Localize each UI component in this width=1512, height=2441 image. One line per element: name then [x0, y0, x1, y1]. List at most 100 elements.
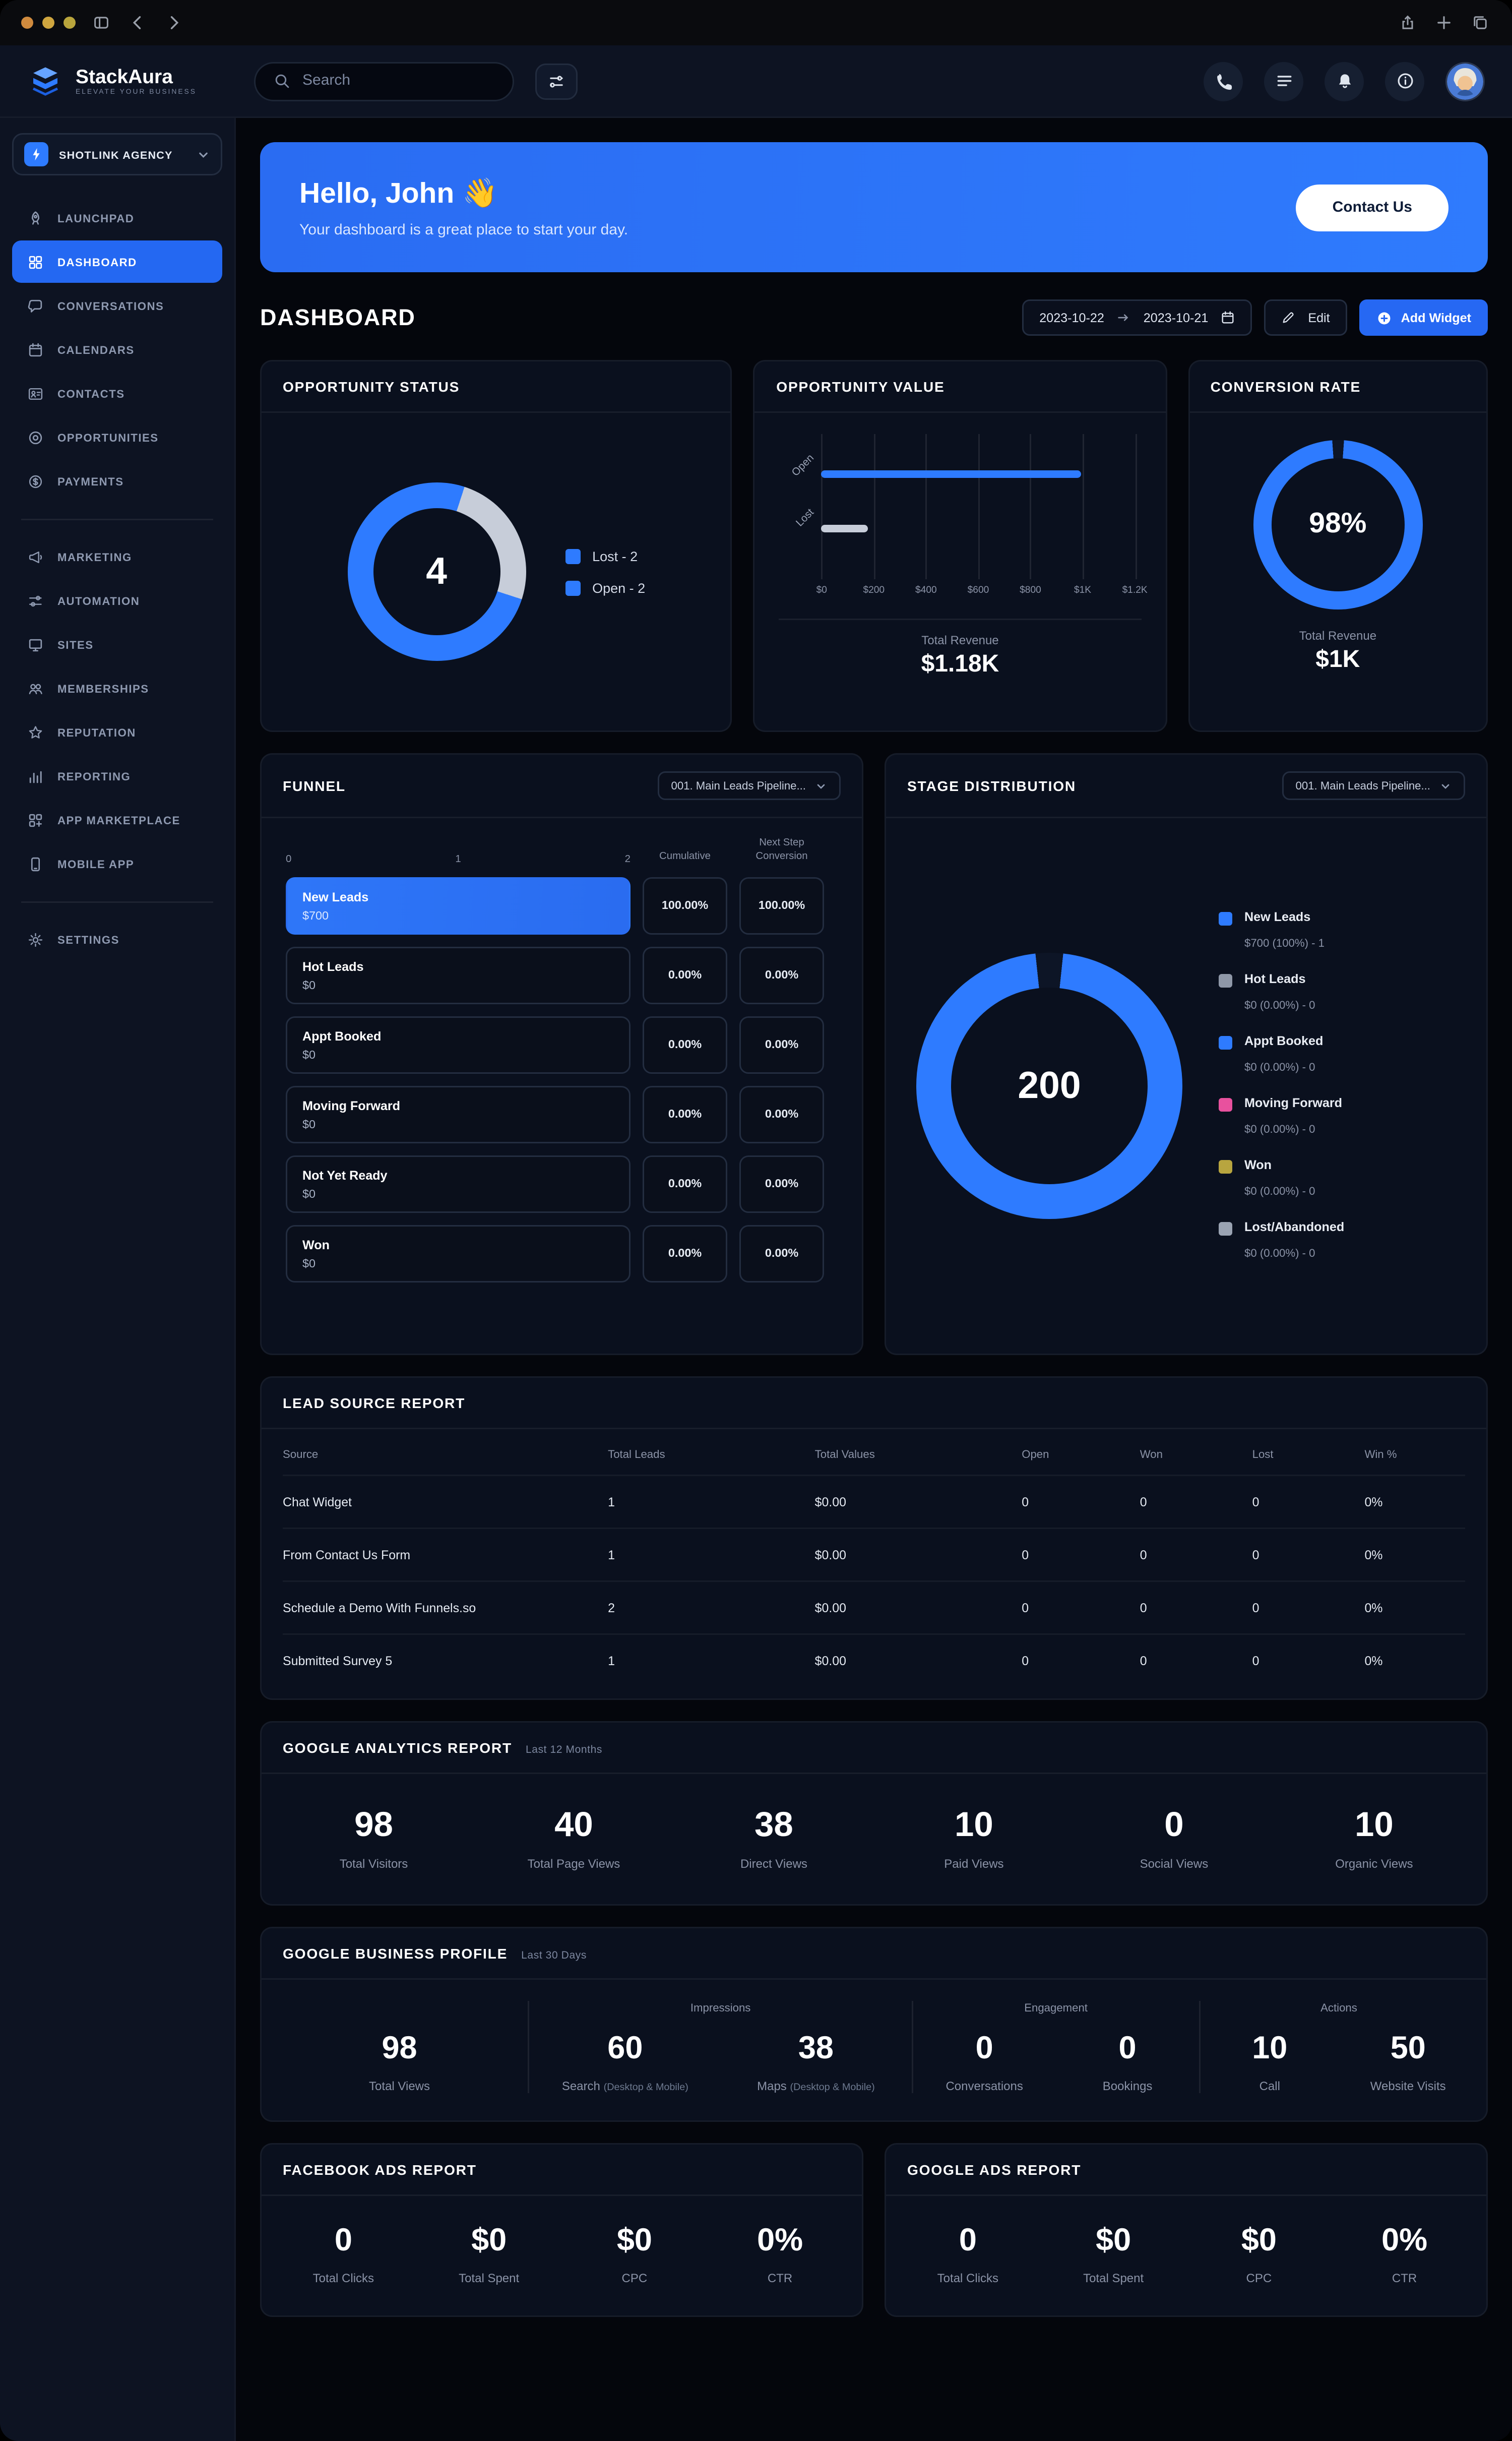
sidebar: SHOTLINK AGENCY LAUNCHPAD DASHBOARD CONV… — [0, 118, 236, 2441]
tick-label: $800 — [1020, 585, 1041, 596]
sidebar-item-conversations[interactable]: CONVERSATIONS — [12, 284, 222, 327]
legend-swatch — [1219, 1035, 1232, 1049]
stage-name: Hot Leads — [302, 958, 364, 973]
funnel-stage-moving-forward[interactable]: Moving Forward $0 — [286, 1085, 631, 1143]
greeting-banner: Hello, John 👋 Your dashboard is a great … — [260, 142, 1488, 272]
cell: 0 — [1252, 1600, 1259, 1615]
stage-pipeline-select[interactable]: 001. Main Leads Pipeline... — [1282, 771, 1465, 800]
stage-name: Appt Booked — [302, 1027, 382, 1043]
next-step-chip: 0.00% — [739, 1224, 824, 1282]
stat: 38 Direct Views — [674, 1804, 874, 1871]
dashboard-toolbar: DASHBOARD 2023-10-22 2023-10-21 Edit — [260, 299, 1488, 336]
share-icon[interactable] — [1397, 12, 1418, 33]
sidebar-item-marketing[interactable]: MARKETING — [12, 535, 222, 578]
stat: 60 Search (Desktop & Mobile) — [530, 2031, 721, 2093]
phone-button[interactable] — [1204, 61, 1243, 101]
traffic-light-zoom[interactable] — [64, 17, 76, 29]
add-widget-button[interactable]: Add Widget — [1358, 299, 1488, 336]
cell: 0% — [1364, 1494, 1383, 1509]
agency-selector[interactable]: SHOTLINK AGENCY — [12, 133, 222, 175]
table-row: Submitted Survey 5 1 $0.00 0 0 0 0% — [283, 1633, 1465, 1686]
legend-swatch — [1219, 1159, 1232, 1173]
stat-label: Total Clicks — [937, 2272, 999, 2285]
legend-label: Open - 2 — [592, 580, 646, 595]
funnel-pipeline-select[interactable]: 001. Main Leads Pipeline... — [657, 771, 841, 800]
date-to[interactable]: 2023-10-21 — [1143, 310, 1209, 325]
card-title: GOOGLE BUSINESS PROFILE — [283, 1945, 508, 1962]
opportunity-value-chart: Open Lost — [791, 434, 1137, 579]
sidebar-item-reputation[interactable]: REPUTATION — [12, 711, 222, 753]
sidebar-item-contacts[interactable]: CONTACTS — [12, 372, 222, 414]
legend-item: Lost/Abandoned $0 (0.00%) - 0 — [1219, 1218, 1456, 1264]
tick-label: $200 — [863, 585, 885, 596]
cell: 0 — [1140, 1653, 1147, 1668]
brand[interactable]: StackAura ELEVATE YOUR BUSINESS — [27, 63, 215, 99]
forward-icon[interactable] — [163, 12, 184, 33]
cell: 0 — [1140, 1600, 1147, 1615]
sidebar-item-sites[interactable]: SITES — [12, 623, 222, 665]
contact-us-button[interactable]: Contact Us — [1296, 184, 1448, 231]
edit-button[interactable]: Edit — [1264, 299, 1347, 336]
legend-swatch — [565, 548, 581, 564]
search-bar[interactable] — [254, 61, 514, 101]
conversion-rate-ring: 98% — [1253, 440, 1423, 609]
sidebar-item-memberships[interactable]: MEMBERSHIPS — [12, 667, 222, 709]
table-row: From Contact Us Form 1 $0.00 0 0 0 0% — [283, 1528, 1465, 1580]
stat-value: $0 — [1096, 2223, 1131, 2258]
stat: $0 CPC — [1186, 2223, 1332, 2285]
back-icon[interactable] — [127, 12, 148, 33]
stat-value: 0 — [975, 2031, 993, 2066]
traffic-light-close[interactable] — [21, 17, 33, 29]
legend-item: Open - 2 — [565, 580, 645, 595]
cell: Submitted Survey 5 — [283, 1653, 393, 1668]
sidebar-item-app-marketplace[interactable]: APP MARKETPLACE — [12, 799, 222, 841]
sidebar-item-automation[interactable]: AUTOMATION — [12, 579, 222, 622]
new-tab-icon[interactable] — [1433, 12, 1455, 33]
avatar[interactable] — [1445, 61, 1485, 101]
sidebar-item-label: CALENDARS — [57, 342, 135, 356]
sidebar-item-settings[interactable]: SETTINGS — [12, 918, 222, 960]
cell: 1 — [608, 1494, 615, 1509]
sidebar-toggle-icon[interactable] — [91, 12, 112, 33]
date-from[interactable]: 2023-10-22 — [1039, 310, 1104, 325]
funnel-stage-appt-booked[interactable]: Appt Booked $0 — [286, 1015, 631, 1073]
card-title: OPPORTUNITY VALUE — [776, 378, 945, 395]
notifications-button[interactable] — [1325, 61, 1364, 101]
cumulative-chip: 0.00% — [643, 1154, 727, 1212]
axis-tick: 0 — [286, 853, 292, 865]
funnel-stage-hot-leads[interactable]: Hot Leads $0 — [286, 946, 631, 1004]
sidebar-item-calendars[interactable]: CALENDARS — [12, 328, 222, 371]
help-button[interactable] — [1385, 61, 1424, 101]
queue-button[interactable] — [1264, 61, 1303, 101]
funnel-stage-new-leads[interactable]: New Leads $700 — [286, 876, 631, 934]
date-range-picker[interactable]: 2023-10-22 2023-10-21 — [1023, 299, 1252, 336]
sidebar-item-opportunities[interactable]: OPPORTUNITIES — [12, 416, 222, 458]
x-axis-ticks: $0 $200 $400 $600 $800 $1K $1.2K — [816, 585, 1148, 606]
sidebar-item-payments[interactable]: PAYMENTS — [12, 460, 222, 502]
legend-label: Lost - 2 — [592, 548, 638, 564]
tabs-icon[interactable] — [1470, 12, 1491, 33]
sidebar-item-launchpad[interactable]: LAUNCHPAD — [12, 197, 222, 239]
cumulative-chip: 0.00% — [643, 1015, 727, 1073]
cumulative-chip: 0.00% — [643, 1224, 727, 1282]
opportunity-status-donut: 4 — [347, 482, 526, 661]
sidebar-item-reporting[interactable]: REPORTING — [12, 755, 222, 797]
sidebar-item-dashboard[interactable]: DASHBOARD — [12, 240, 222, 283]
analytics-stats: 98 Total Visitors 40 Total Page Views 38 Di… — [262, 1774, 1486, 1904]
window-controls — [21, 17, 76, 29]
sidebar-item-mobile-app[interactable]: MOBILE APP — [12, 842, 222, 885]
stat-value: $0 — [1241, 2223, 1277, 2258]
funnel-stage-won[interactable]: Won $0 — [286, 1224, 631, 1282]
search-input[interactable] — [302, 73, 494, 89]
stat-label-main: Search — [561, 2080, 600, 2093]
monitor-icon — [29, 638, 42, 651]
tick-label: $1K — [1074, 585, 1092, 596]
quick-actions-button[interactable] — [535, 63, 578, 99]
stat: 10 Paid Views — [874, 1804, 1074, 1871]
funnel-row: New Leads $700 100.00% 100.00% — [286, 876, 838, 934]
traffic-light-minimize[interactable] — [42, 17, 54, 29]
stat-label: Maps (Desktop & Mobile) — [721, 2080, 912, 2093]
funnel-stage-not-yet-ready[interactable]: Not Yet Ready $0 — [286, 1154, 631, 1212]
calendar-icon — [29, 342, 42, 356]
menu-list-icon — [1277, 76, 1291, 86]
